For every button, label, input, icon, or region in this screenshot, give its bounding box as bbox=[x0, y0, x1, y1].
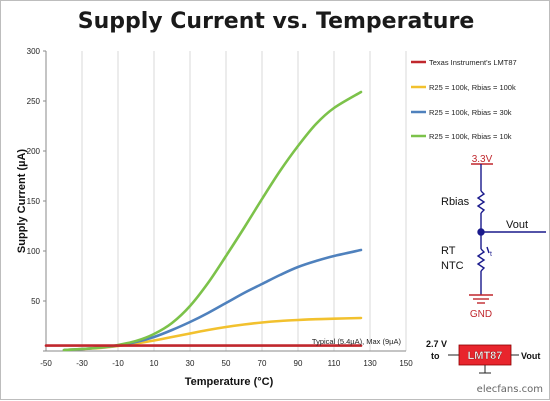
x-tick-label-9: 130 bbox=[363, 359, 377, 368]
ntc-label: NTC bbox=[441, 260, 464, 272]
supply-label: 3.3V bbox=[472, 154, 493, 165]
series-lines bbox=[44, 90, 363, 352]
x-tick-label-5: 50 bbox=[222, 359, 231, 368]
legend-label-2: R25 = 100k, Rbias = 30k bbox=[429, 108, 512, 117]
ntc-schematic bbox=[469, 163, 546, 304]
lmt87-chip bbox=[448, 344, 519, 374]
y-tick-label-6: 300 bbox=[27, 47, 41, 56]
x-tick-label-2: -10 bbox=[112, 359, 124, 368]
chart-title: Supply Current vs. Temperature bbox=[77, 9, 475, 34]
grid bbox=[45, 51, 407, 351]
ntc-mark bbox=[486, 246, 490, 254]
chip-input-voltage: 2.7 V bbox=[426, 339, 447, 349]
x-tick-label-6: 70 bbox=[258, 359, 267, 368]
chip-vout-label: Vout bbox=[521, 351, 540, 361]
watermark: elecfans.com bbox=[476, 384, 543, 395]
x-tick-label-3: 10 bbox=[150, 359, 159, 368]
x-tick-label-7: 90 bbox=[294, 359, 303, 368]
t-label: t bbox=[490, 251, 492, 258]
gnd-label: GND bbox=[470, 309, 492, 320]
x-tick-label-4: 30 bbox=[186, 359, 195, 368]
y-tick-label-4: 200 bbox=[27, 147, 41, 156]
x-tick-label-10: 150 bbox=[399, 359, 413, 368]
y-axis-label: Supply Current (µA) bbox=[16, 149, 28, 253]
chip-to-label: to bbox=[431, 351, 440, 361]
x-axis-label: Temperature (°C) bbox=[185, 376, 274, 388]
annotation-typical-max: Typical (5.4µA), Max (9µA) bbox=[312, 337, 402, 346]
ntc-resistor-symbol bbox=[476, 248, 486, 272]
legend-label-0: Texas Instrument's LMT87 bbox=[429, 58, 517, 67]
y-tick-label-3: 150 bbox=[27, 197, 41, 206]
chip-name: LMT87 bbox=[468, 350, 503, 362]
x-tick-label-8: 110 bbox=[328, 359, 341, 368]
rt-label: RT bbox=[441, 245, 456, 257]
rbias-label: Rbias bbox=[441, 196, 470, 208]
vout-label: Vout bbox=[506, 219, 528, 231]
series-line-2 bbox=[62, 248, 363, 352]
x-tick-label-0: -50 bbox=[40, 359, 52, 368]
rbias-resistor-symbol bbox=[476, 190, 486, 214]
y-tick-label-2: 100 bbox=[27, 247, 41, 256]
legend-label-3: R25 = 100k, Rbias = 10k bbox=[429, 132, 512, 141]
legend: Texas Instrument's LMT87 R25 = 100k, Rbia… bbox=[411, 58, 517, 141]
y-tick-label-5: 250 bbox=[27, 97, 41, 106]
y-tick-label-1: 50 bbox=[31, 297, 40, 306]
x-tick-label-1: -30 bbox=[76, 359, 88, 368]
legend-label-1: R25 = 100k, Rbias = 100k bbox=[429, 83, 516, 92]
tick-labels: -50 -30 -10 10 30 50 70 90 110 130 150 50 100 150 200 2… bbox=[27, 47, 414, 368]
